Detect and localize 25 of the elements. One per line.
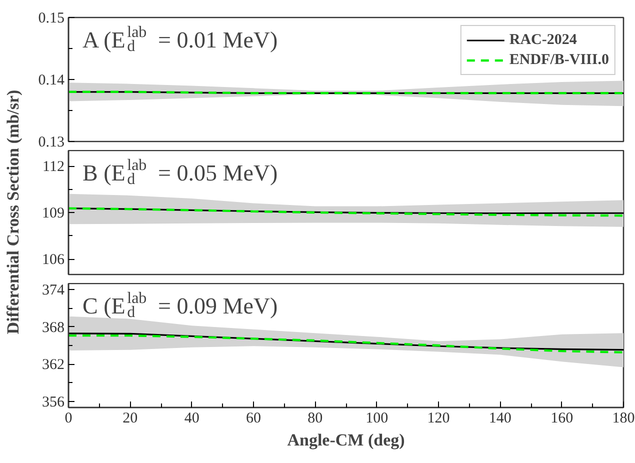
y-tick-label: 112	[42, 159, 65, 175]
x-axis-title: Angle-CM (deg)	[287, 430, 405, 450]
x-tick-label: 180	[612, 410, 635, 426]
x-tick-label: 160	[550, 410, 574, 426]
y-tick-label: 106	[42, 252, 65, 268]
x-tick-label: 60	[246, 410, 261, 426]
x-tick-label: 80	[308, 410, 323, 426]
legend-label: RAC-2024	[509, 31, 577, 49]
legend-label: ENDF/B-VIII.0	[509, 51, 609, 69]
x-tick-label: 0	[64, 410, 72, 426]
y-tick-label: 0.15	[38, 10, 64, 26]
y-tick-label: 356	[42, 394, 65, 410]
y-tick-label: 109	[42, 206, 64, 222]
y-tick-label: 362	[42, 357, 64, 374]
y-tick-label: 0.13	[38, 134, 64, 150]
y-axis-title: Differential Cross Section (mb/sr)	[4, 90, 22, 334]
x-tick-label: 120	[427, 410, 450, 426]
x-tick-label: 140	[488, 410, 512, 426]
line-series	[68, 207, 624, 217]
y-tick-label: 0.14	[38, 72, 65, 88]
x-tick-label: 40	[184, 410, 200, 426]
x-tick-label: 100	[366, 410, 388, 426]
y-tick-label: 374	[42, 282, 65, 299]
y-tick-label: 368	[42, 320, 64, 336]
x-tick-label: 20	[122, 410, 138, 426]
